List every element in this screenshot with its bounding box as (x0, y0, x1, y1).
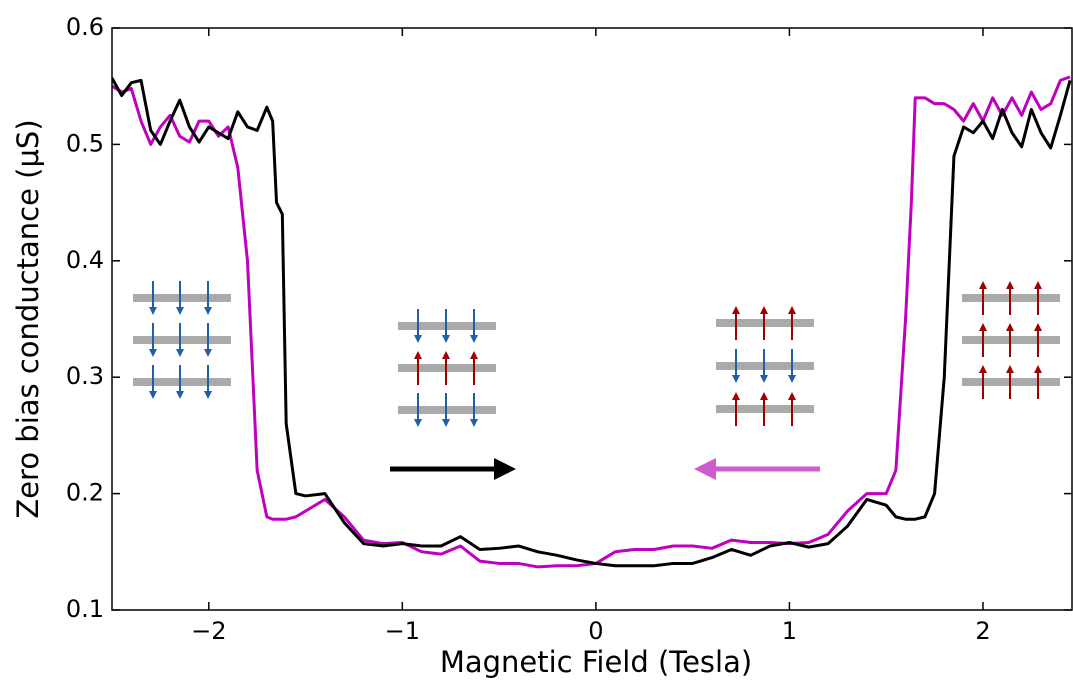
spin-arrow-head (470, 335, 478, 343)
spin-arrow-head (176, 349, 184, 357)
spin-arrow-head (204, 391, 212, 399)
spin-arrow-head (732, 306, 740, 314)
spin-arrow-head (176, 307, 184, 315)
y-tick-label: 0.1 (66, 595, 104, 623)
spin-arrow-head (204, 349, 212, 357)
spin-arrow-head (788, 392, 796, 400)
spin-arrow-head (760, 375, 768, 383)
spin-arrow-head (442, 419, 450, 427)
spin-diagrams (133, 281, 1060, 480)
y-tick-label: 0.3 (66, 362, 104, 390)
spin-arrow-head (442, 351, 450, 359)
spin-arrow-head (470, 419, 478, 427)
sweep-arrow-head (694, 458, 716, 480)
spin-arrow-head (1006, 323, 1014, 331)
y-axis-title: Zero bias conductance (μS) (11, 119, 45, 518)
spin-arrow-head (979, 281, 987, 289)
spin-arrow-head (1006, 281, 1014, 289)
x-tick-label: 0 (588, 617, 603, 645)
spin-arrow-head (1034, 323, 1042, 331)
spin-arrow-head (788, 375, 796, 383)
data-line (112, 77, 1072, 568)
x-tick-label: −1 (385, 617, 420, 645)
x-tick-label: 2 (975, 617, 990, 645)
spin-arrow-head (979, 365, 987, 373)
x-tick-label: −2 (191, 617, 226, 645)
spin-arrow-head (760, 392, 768, 400)
sweep-arrow-head (494, 458, 516, 480)
spin-arrow-head (414, 351, 422, 359)
spin-arrow-head (442, 335, 450, 343)
spin-arrow-head (414, 335, 422, 343)
y-tick-label: 0.5 (66, 129, 104, 157)
spin-arrow-head (760, 306, 768, 314)
spin-arrow-head (788, 306, 796, 314)
spin-arrow-head (149, 391, 157, 399)
y-tick-label: 0.6 (66, 13, 104, 41)
x-axis-title: Magnetic Field (Tesla) (440, 645, 752, 679)
plot-frame (111, 27, 1073, 611)
spin-arrow-head (470, 351, 478, 359)
spin-arrow-head (979, 323, 987, 331)
spin-arrow-head (1006, 365, 1014, 373)
data-line (112, 75, 1071, 569)
y-tick-label: 0.2 (66, 479, 104, 507)
spin-arrow-head (732, 392, 740, 400)
spin-arrow-head (204, 307, 212, 315)
spin-arrow-head (149, 307, 157, 315)
y-tick-label: 0.4 (66, 246, 104, 274)
spin-arrow-head (414, 419, 422, 427)
spin-arrow-head (176, 391, 184, 399)
spin-arrow-head (149, 349, 157, 357)
spin-arrow-head (1034, 365, 1042, 373)
spin-arrow-head (732, 375, 740, 383)
x-tick-label: 1 (782, 617, 797, 645)
spin-arrow-head (1034, 281, 1042, 289)
